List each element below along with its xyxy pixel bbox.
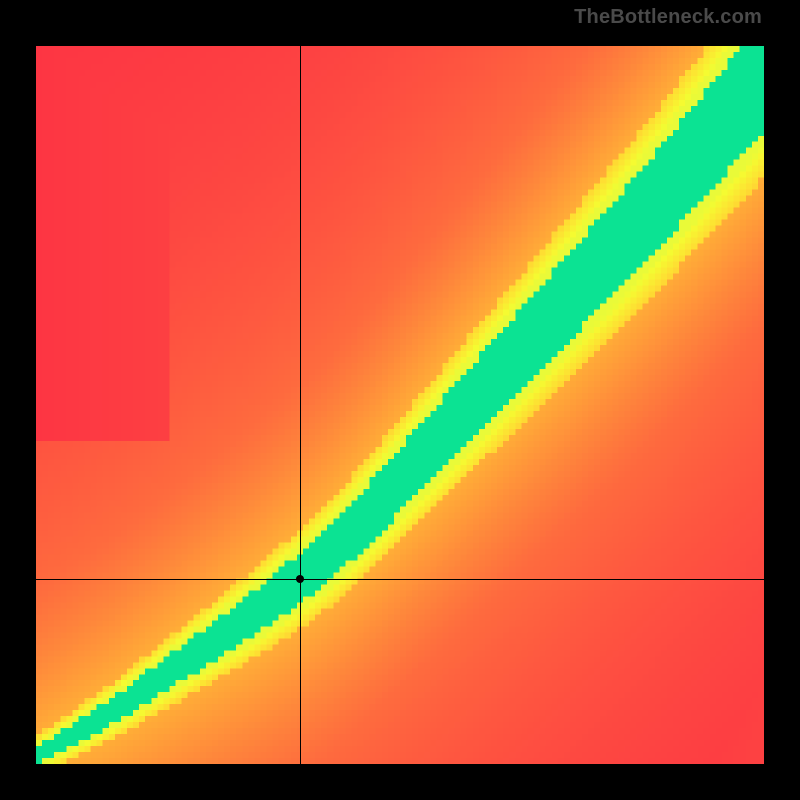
crosshair-marker <box>296 575 304 583</box>
watermark-text: TheBottleneck.com <box>574 6 762 29</box>
chart-frame: TheBottleneck.com <box>0 0 800 800</box>
heatmap-plot <box>36 46 764 764</box>
crosshair-horizontal <box>36 579 764 580</box>
crosshair-vertical <box>300 46 301 764</box>
heatmap-canvas <box>36 46 764 764</box>
